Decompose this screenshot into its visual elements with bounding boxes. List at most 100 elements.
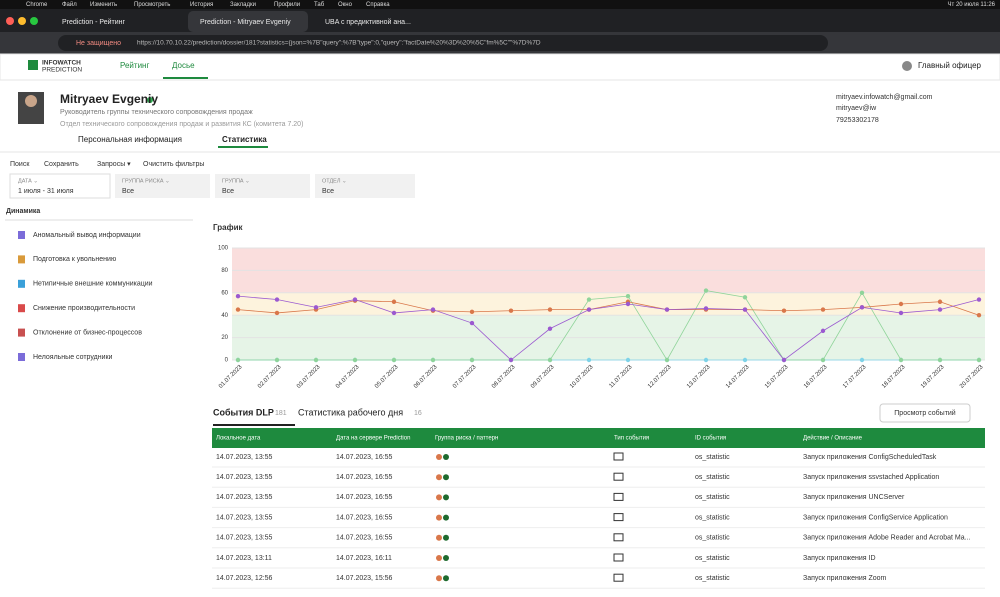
min-dot[interactable] [18,17,26,25]
column-header: Локальное дата [216,436,261,442]
nav-item[interactable]: Рейтинг [120,61,149,70]
band-mid [232,293,985,315]
point [742,295,748,300]
menu-item[interactable]: Chrome [26,2,48,8]
cell: 14.07.2023, 12:56 [216,575,273,582]
x-tick-label: 17.07.2023 [842,364,868,390]
x-tick-label: 11.07.2023 [608,364,634,390]
chip-label: ДАТА ⌄ [18,178,38,184]
close-dot[interactable] [6,17,14,25]
sidebar-icon [18,255,25,264]
point [820,357,826,363]
point [742,307,748,312]
point [859,357,865,363]
menu-item[interactable]: Изменить [90,2,117,8]
menu-item[interactable]: Справка [366,2,390,8]
sidebar-item[interactable]: Подготовка к увольнению [33,256,116,263]
risk-dot [443,555,449,561]
column-header: Дата на сервере Prediction [336,436,410,442]
point [313,357,319,363]
cell: 14.07.2023, 16:11 [336,555,392,562]
chip[interactable] [315,174,415,198]
cell: 14.07.2023, 16:55 [336,454,393,461]
nav-underline [163,77,208,79]
menu-item[interactable]: Просмотреть [134,2,170,8]
sidebar-icon [18,304,25,313]
point [391,310,397,316]
cell: 14.07.2023, 13:11 [216,555,272,562]
point [742,357,748,363]
events-tab[interactable]: События DLP [213,407,274,417]
profile-tab[interactable]: Статистика [222,135,267,144]
nav-item[interactable]: Досье [172,61,195,70]
cell: Запуск приложения ssvstached Application [803,474,939,481]
browser-tab[interactable]: Prediction - Mitryaev Evgeniy [200,19,291,26]
series-line [237,295,980,361]
menu-item[interactable]: Таб [314,2,325,8]
url[interactable]: https://10.70.10.22/prediction/dossier/1… [137,40,541,47]
menu-item[interactable]: Файл [62,1,77,8]
sidebar-title: Динамика [6,208,40,215]
profile-tab[interactable]: Персональная информация [78,135,182,144]
sidebar-icon [18,353,25,361]
menu-item[interactable]: История [190,2,213,8]
y-tick-label: 60 [221,290,228,296]
point [781,357,787,363]
point [469,309,475,315]
x-tick-label: 19.07.2023 [920,364,946,390]
table-header [212,428,985,448]
menu-item[interactable]: Закладки [230,2,256,8]
risk-dot [436,454,442,460]
sidebar-item[interactable]: Аномальный вывод информации [33,231,141,239]
chip[interactable] [115,174,210,198]
risk-dot [436,555,442,561]
sidebar-item[interactable]: Нетипичные внешние коммуникации [33,281,153,288]
cell: os_statistic [695,555,730,562]
sidebar-item[interactable]: Снижение производительности [33,305,135,312]
point [976,357,982,363]
sidebar-item[interactable]: Нелояльные сотрудники [33,354,113,361]
cell: Запуск приложения Adobe Reader and Acrob… [803,535,971,542]
user-name[interactable]: Главный офицер [918,61,982,70]
cell: Запуск приложения ConfigService Applicat… [803,514,948,521]
cell: 14.07.2023, 13:55 [216,474,273,481]
chip[interactable] [9,173,111,199]
event-type-icon [613,513,624,522]
browser-tab[interactable]: UBA с предиктивной ана... [325,18,411,26]
button[interactable]: Запросы ▾ [97,161,131,168]
risk-dot [443,454,449,460]
department: Отдел технического сопровождения продаж … [60,121,303,128]
max-dot[interactable] [30,17,38,25]
omnibox[interactable] [58,35,828,51]
point [898,357,904,363]
menu-item[interactable]: Окно [338,2,353,8]
cell: Запуск приложения ConfigScheduledTask [803,454,937,461]
risk-dot [443,575,449,582]
point [625,293,631,299]
avatar-face [25,95,37,107]
button[interactable] [879,403,971,423]
risk-dot [443,474,449,481]
chip-value: Все [322,188,334,195]
point [352,297,358,302]
chip[interactable] [215,174,310,198]
button-label[interactable]: Просмотр событий [894,409,956,417]
clock: Чт 20 июля 11:26 [948,2,996,8]
y-tick-label: 100 [218,246,229,252]
search[interactable]: Поиск [10,161,30,168]
events-tab[interactable]: Статистика рабочего дня [298,407,403,417]
cell: os_statistic [695,535,730,542]
browser-tab[interactable]: Prediction - Рейтинг [62,18,125,26]
button[interactable]: Очистить фильтры [143,161,204,168]
event-type-icon [613,573,624,582]
sidebar-item[interactable]: Отклонение от бизнес-процессов [33,328,142,336]
x-tick-label: 09.07.2023 [530,364,556,390]
menu-item[interactable]: Профили [274,2,300,8]
point [547,307,553,312]
column-header: Тип события [614,436,649,442]
active-tab[interactable] [188,11,308,32]
point [469,320,475,326]
button[interactable]: Сохранить [44,161,79,168]
point [274,357,280,363]
status-dot [147,97,153,103]
